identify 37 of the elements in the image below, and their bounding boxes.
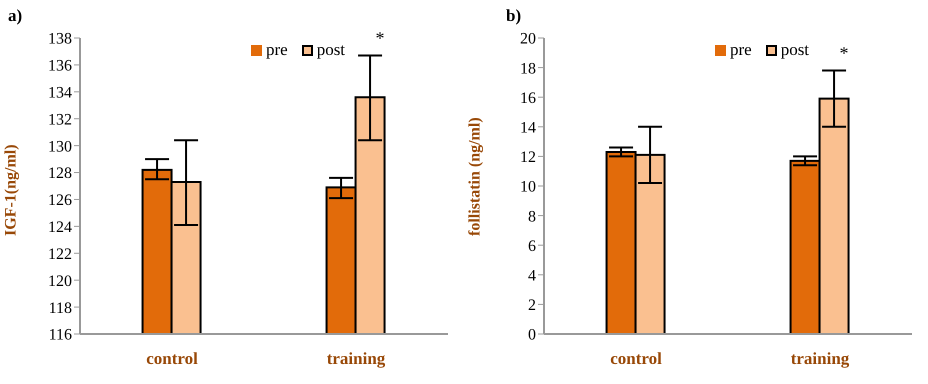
annotation: *	[376, 28, 384, 48]
y-tick-label: 16	[520, 90, 536, 107]
y-tick-label: 8	[528, 208, 536, 226]
x-tick-label: training	[790, 349, 850, 368]
y-tick-label: 4	[528, 267, 536, 284]
y-tick-label: 124	[48, 219, 72, 236]
y-tick-label: 116	[48, 326, 72, 344]
x-tick-label: control	[146, 349, 198, 368]
y-tick-label: 120	[48, 272, 72, 290]
y-tick-label: 132	[48, 111, 72, 128]
annotation: *	[840, 42, 848, 63]
y-tick-label: 18	[520, 60, 536, 78]
y-axis-title: follistatin (ng/ml)	[466, 117, 484, 236]
chart-title: b)	[506, 6, 522, 26]
legend-label: post	[780, 40, 810, 60]
legend-label: pre	[266, 40, 288, 60]
y-tick-label: 122	[48, 246, 72, 263]
y-tick-label: 138	[48, 30, 72, 48]
y-tick-label: 2	[528, 297, 536, 314]
y-tick-label: 126	[48, 192, 72, 210]
y-tick-label: 134	[48, 84, 72, 102]
y-tick-label: 6	[528, 238, 536, 255]
x-tick-label: control	[610, 349, 662, 368]
y-tick-label: 136	[48, 58, 72, 75]
y-axis-title: IGF-1(ng/ml)	[2, 144, 20, 236]
y-tick-label: 128	[48, 165, 72, 182]
y-tick-label: 10	[520, 178, 536, 196]
legend-label: post	[316, 40, 346, 60]
y-tick-label: 130	[48, 138, 72, 156]
y-tick-label: 20	[520, 30, 536, 48]
chart-title: a)	[8, 6, 22, 26]
legend-label: pre	[730, 40, 752, 60]
y-tick-label: 118	[48, 300, 72, 317]
x-tick-label: training	[326, 349, 386, 368]
y-tick-label: 12	[520, 149, 536, 166]
y-tick-label: 14	[520, 119, 536, 136]
y-tick-label: 0	[528, 326, 536, 344]
